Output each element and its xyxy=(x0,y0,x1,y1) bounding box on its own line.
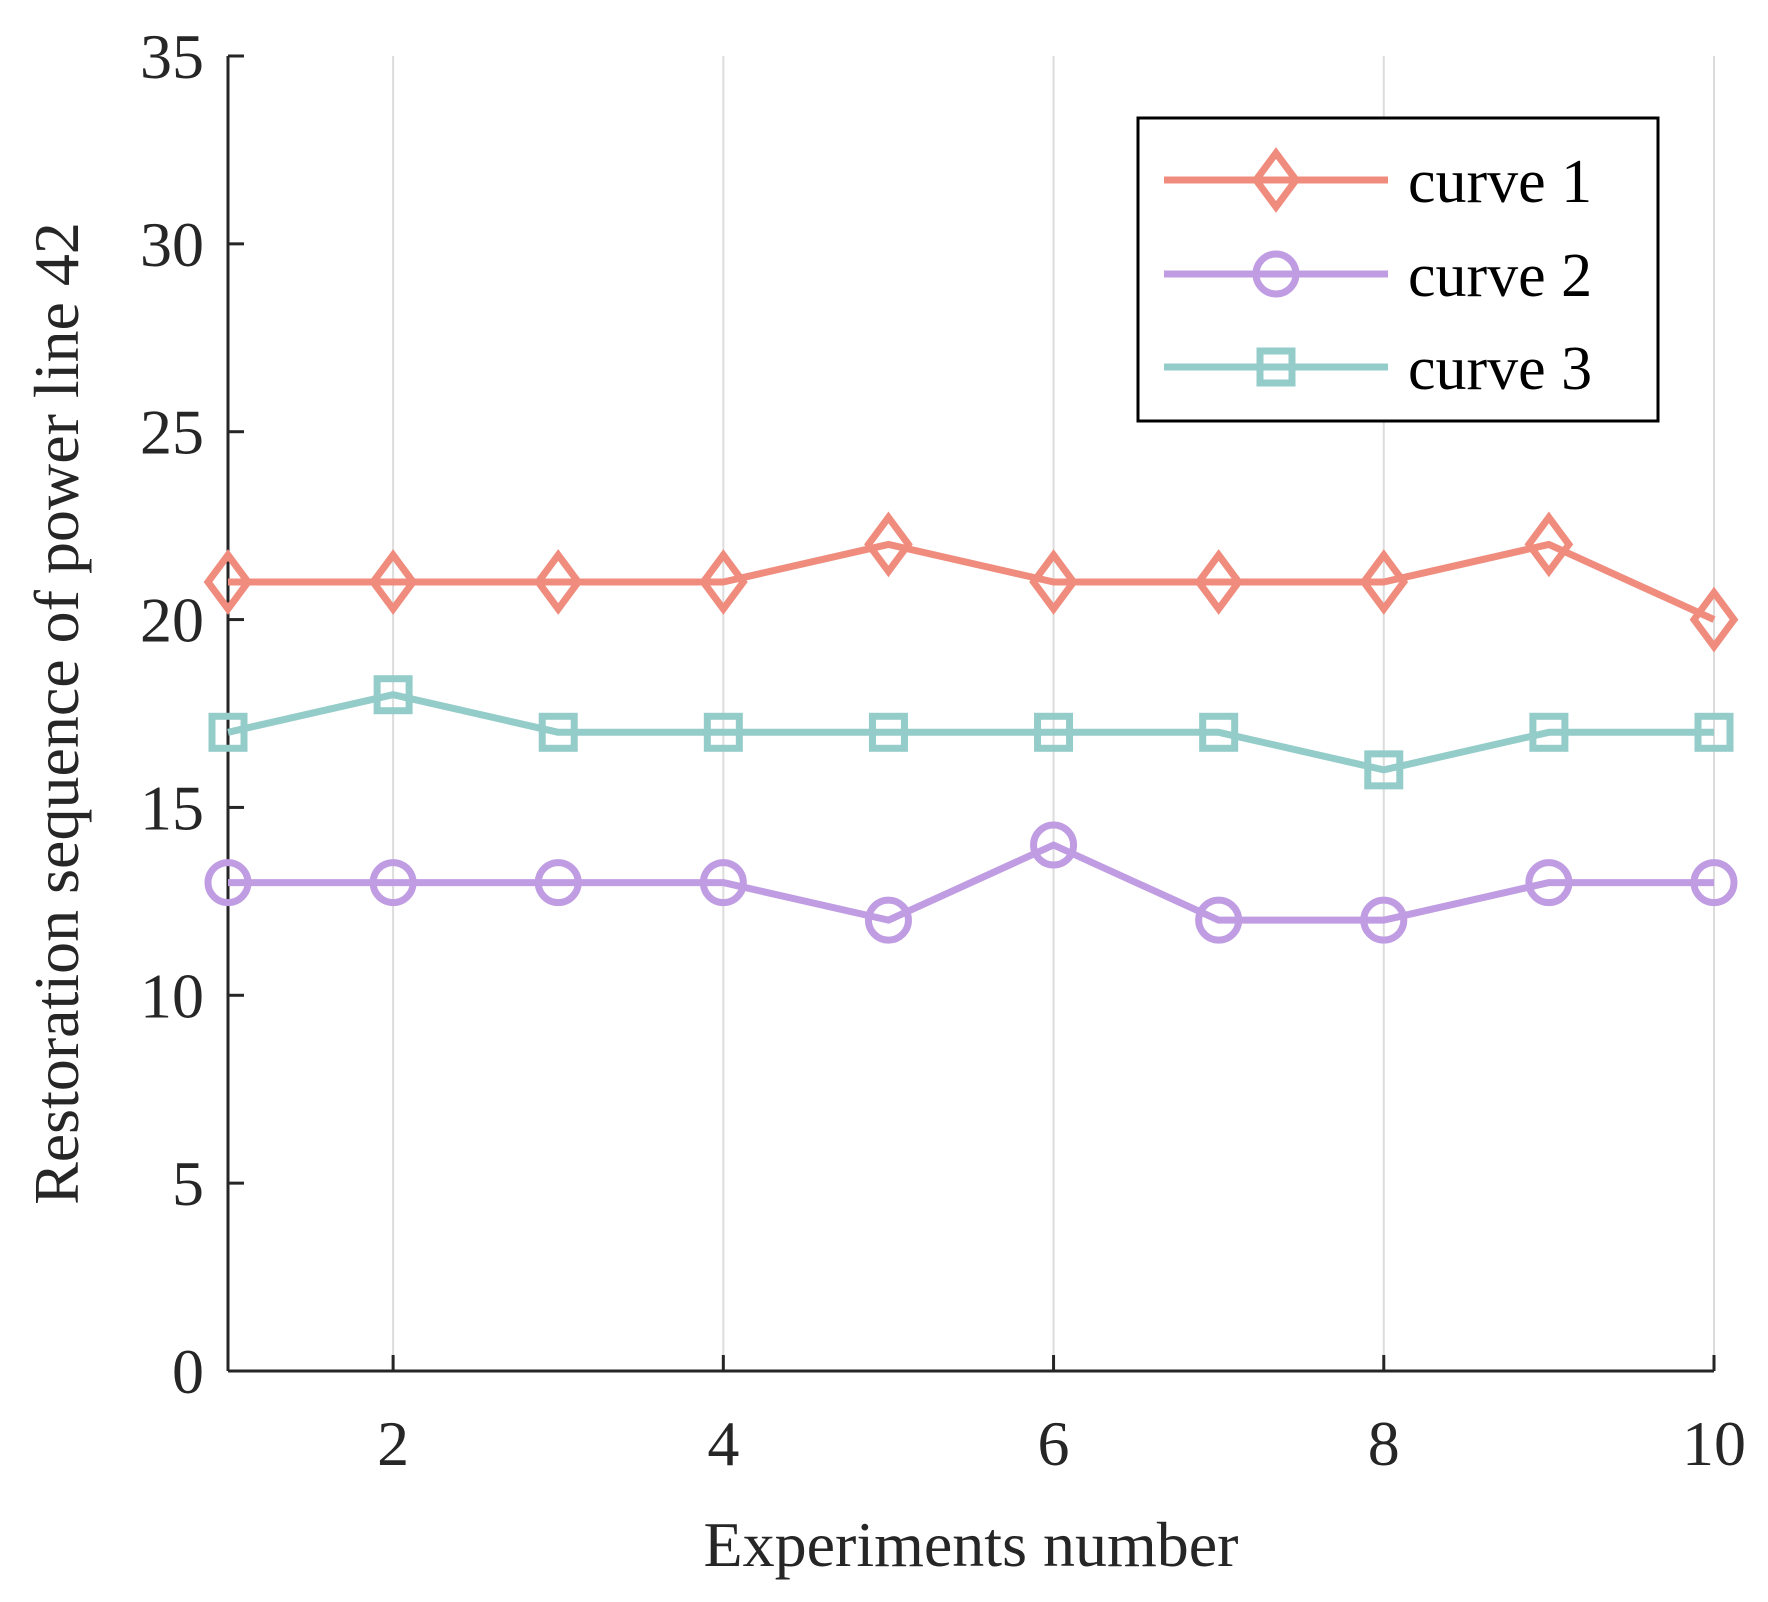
legend-label: curve 1 xyxy=(1408,148,1592,216)
series-line xyxy=(227,691,1714,774)
data-point xyxy=(1694,712,1734,752)
y-tick-label: 20 xyxy=(140,585,204,656)
legend: curve 1 curve 2 curve 3 xyxy=(1136,116,1660,423)
data-point xyxy=(208,712,248,752)
y-tick-label: 5 xyxy=(172,1148,204,1219)
data-point xyxy=(1529,712,1569,752)
data-point xyxy=(1524,511,1574,578)
data-point xyxy=(1359,549,1409,615)
data-point xyxy=(1030,821,1078,869)
data-point xyxy=(1029,549,1078,615)
x-tick-label: 6 xyxy=(1038,1408,1070,1479)
data-point xyxy=(864,511,913,578)
series-3 xyxy=(208,675,1734,790)
series-1 xyxy=(203,511,1739,653)
series-line xyxy=(228,841,1714,924)
data-point xyxy=(864,896,912,944)
legend-marker xyxy=(1252,250,1300,298)
y-tick-label: 15 xyxy=(140,772,204,843)
data-point xyxy=(868,712,908,752)
legend-marker xyxy=(1256,347,1296,387)
legend-label: curve 3 xyxy=(1408,335,1592,403)
y-tick-label: 30 xyxy=(140,209,204,280)
data-point xyxy=(368,549,418,615)
y-axis-title: Restoration sequence of power line 42 xyxy=(21,222,92,1205)
data-point xyxy=(1690,859,1738,907)
series-layer xyxy=(203,511,1739,944)
data-point xyxy=(369,859,417,907)
y-tick-label: 35 xyxy=(140,21,204,92)
series-2 xyxy=(204,821,1738,944)
y-tick-label: 0 xyxy=(172,1336,204,1407)
data-point xyxy=(533,549,583,615)
data-point xyxy=(698,549,748,615)
data-point xyxy=(1194,549,1244,615)
x-tick-label: 2 xyxy=(377,1408,409,1479)
data-point xyxy=(1689,586,1739,653)
data-point xyxy=(1195,896,1243,944)
data-point xyxy=(699,859,747,907)
legend-label: curve 2 xyxy=(1408,242,1592,310)
data-point xyxy=(534,859,582,907)
data-point xyxy=(1360,896,1408,944)
data-point xyxy=(204,859,252,907)
x-tick-label: 4 xyxy=(707,1408,739,1479)
y-tick-label: 10 xyxy=(140,960,204,1031)
x-axis-title: Experiments number xyxy=(704,1509,1239,1580)
tick-labels: 2 4 6 8 10 0 5 10 15 20 25 30 35 xyxy=(140,21,1746,1479)
x-tick-label: 8 xyxy=(1368,1408,1400,1479)
data-point xyxy=(703,712,743,752)
data-point xyxy=(1034,712,1074,752)
x-tick-label: 10 xyxy=(1682,1408,1746,1479)
data-point xyxy=(538,712,578,752)
data-point xyxy=(373,675,413,715)
data-point xyxy=(1199,712,1239,752)
series-line xyxy=(228,540,1716,623)
data-point xyxy=(1525,859,1573,907)
legend-marker xyxy=(1251,147,1301,213)
data-point xyxy=(203,549,253,615)
y-tick-label: 25 xyxy=(140,397,204,468)
data-point xyxy=(1364,750,1404,790)
